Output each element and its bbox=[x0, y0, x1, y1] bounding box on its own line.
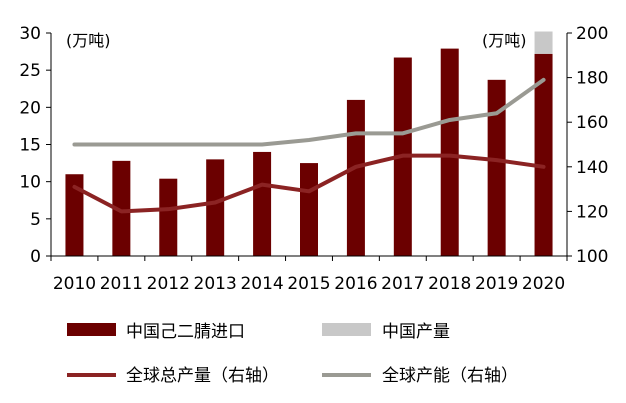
x-tick-label-2010: 2010 bbox=[53, 274, 96, 294]
bar-imports-2011 bbox=[112, 160, 131, 256]
legend-swatch-china-output bbox=[322, 323, 371, 336]
bar-imports-2020 bbox=[534, 53, 553, 257]
bar-imports-2016 bbox=[346, 99, 365, 257]
x-tick-label-2014: 2014 bbox=[240, 274, 283, 294]
bar-imports-2019 bbox=[487, 79, 506, 256]
bar-imports-2015 bbox=[300, 163, 318, 256]
bar-imports-2013 bbox=[206, 159, 225, 256]
legend-label-china-output: 中国产量 bbox=[382, 322, 450, 342]
plot-area bbox=[65, 31, 553, 257]
bar-imports-2018 bbox=[440, 48, 459, 256]
right-tick-label: 180 bbox=[576, 69, 608, 89]
right-tick-label: 100 bbox=[576, 247, 608, 267]
x-tick-label-2018: 2018 bbox=[428, 274, 471, 294]
legend-label-global-capacity: 全球产能（右轴） bbox=[382, 366, 518, 386]
left-tick-label: 25 bbox=[19, 61, 41, 81]
left-axis-unit: (万吨) bbox=[66, 31, 111, 50]
left-tick-label: 10 bbox=[19, 173, 41, 193]
right-tick-label: 160 bbox=[576, 113, 608, 133]
x-tick-label-2019: 2019 bbox=[475, 274, 518, 294]
bar-imports-2014 bbox=[253, 151, 272, 256]
right-axis-unit: (万吨) bbox=[482, 31, 527, 50]
right-axis-ticks: 100 120 140 160 180 200 bbox=[567, 24, 608, 267]
bar-imports-2010 bbox=[65, 174, 84, 256]
legend-label-imports: 中国己二腈进口 bbox=[126, 322, 245, 342]
left-tick-label: 20 bbox=[19, 98, 41, 118]
right-tick-label: 200 bbox=[576, 24, 608, 44]
bar-imports-2012 bbox=[159, 178, 178, 256]
legend: 中国己二腈进口 中国产量 全球总产量（右轴） 全球产能（右轴） bbox=[67, 322, 518, 386]
legend-label-global-output: 全球总产量（右轴） bbox=[126, 366, 279, 386]
right-tick-label: 120 bbox=[576, 202, 608, 222]
left-tick-label: 5 bbox=[30, 210, 41, 230]
bar-china-output-2020 bbox=[534, 31, 553, 54]
x-tick-label-2016: 2016 bbox=[334, 274, 377, 294]
line-global-output bbox=[72, 153, 546, 214]
x-tick-label-2013: 2013 bbox=[194, 274, 237, 294]
left-tick-label: 30 bbox=[19, 24, 41, 44]
x-tick-label-2017: 2017 bbox=[381, 274, 424, 294]
x-tick-label-2012: 2012 bbox=[147, 274, 190, 294]
line-global-capacity bbox=[72, 77, 546, 147]
x-tick-label-2020: 2020 bbox=[522, 274, 565, 294]
x-axis-ticks: 2010 2011 2012 2013 2014 2015 2016 2017 2018 2019… bbox=[50, 256, 568, 294]
left-axis-ticks: 0 5 10 15 20 25 30 bbox=[19, 24, 51, 267]
right-tick-label: 140 bbox=[576, 158, 608, 178]
left-tick-label: 15 bbox=[19, 136, 41, 156]
x-tick-label-2015: 2015 bbox=[287, 274, 330, 294]
legend-swatch-imports bbox=[67, 323, 116, 336]
left-tick-label: 0 bbox=[30, 247, 41, 267]
x-tick-label-2011: 2011 bbox=[100, 274, 143, 294]
